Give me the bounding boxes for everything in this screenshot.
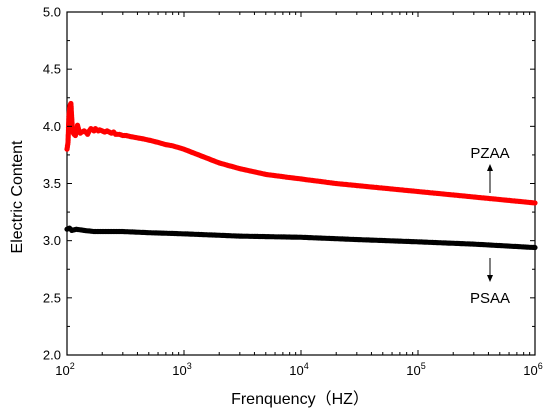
annotation-pzaa-label: PZAA [470, 145, 509, 162]
y-tick-label: 4.0 [43, 119, 61, 134]
plot-area [66, 11, 536, 356]
x-tick-label: 106 [523, 361, 542, 378]
data-point [532, 244, 538, 251]
y-tick-label: 4.5 [43, 62, 61, 77]
series-0 [64, 100, 538, 206]
x-tick-label: 103 [172, 361, 191, 378]
y-tick-label: 3.5 [43, 176, 61, 191]
arrow-down-icon [487, 275, 493, 282]
axes-layer: 2.0 2.5 3.0 3.5 4.0 4.5 5.0 102 103 104 105 106 [43, 5, 543, 379]
y-tick-label: 5.0 [43, 5, 61, 20]
y-tick-label: 2.0 [43, 348, 61, 363]
y-axis-title: Electric Content [9, 140, 26, 253]
annotation-psaa: PSAA [470, 258, 510, 307]
x-tick-label: 102 [55, 361, 74, 378]
annotation-psaa-label: PSAA [470, 290, 510, 307]
y-tick-label: 3.0 [43, 233, 61, 248]
y-tick-label: 2.5 [43, 290, 61, 305]
data-point [532, 200, 538, 206]
series-1 [64, 225, 538, 251]
arrow-up-icon [487, 164, 493, 171]
x-axis-title: Frenquency（HZ） [231, 390, 369, 408]
x-tick-label: 104 [289, 361, 308, 378]
plot-frame [66, 11, 536, 356]
annotation-pzaa: PZAA [470, 145, 510, 193]
series-layer [64, 100, 538, 251]
x-tick-label: 105 [406, 361, 425, 378]
